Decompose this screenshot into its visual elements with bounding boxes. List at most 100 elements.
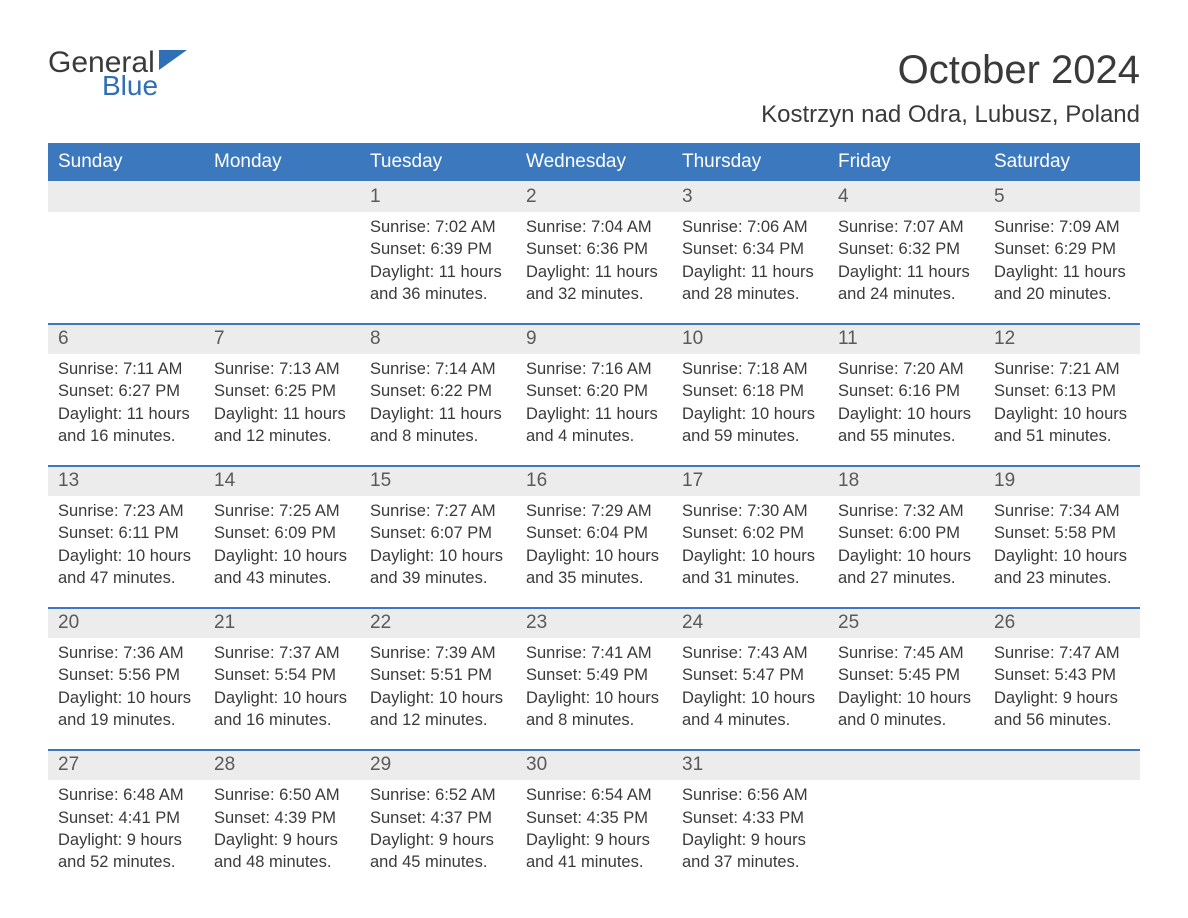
day-cell: Sunrise: 7:39 AMSunset: 5:51 PMDaylight:… xyxy=(360,638,516,749)
daylight-text-2: and 51 minutes. xyxy=(994,425,1130,447)
daylight-text-2: and 27 minutes. xyxy=(838,567,974,589)
day-number: 11 xyxy=(828,325,984,354)
sunrise-text: Sunrise: 7:47 AM xyxy=(994,642,1130,664)
day-cell: Sunrise: 7:04 AMSunset: 6:36 PMDaylight:… xyxy=(516,212,672,323)
day-cell: Sunrise: 7:21 AMSunset: 6:13 PMDaylight:… xyxy=(984,354,1140,465)
day-cell: Sunrise: 7:09 AMSunset: 6:29 PMDaylight:… xyxy=(984,212,1140,323)
day-body-row: Sunrise: 7:36 AMSunset: 5:56 PM Daylight:… xyxy=(48,638,1140,749)
daylight-text-1: Daylight: 10 hours xyxy=(838,403,974,425)
day-number: 1 xyxy=(360,183,516,212)
day-number-row: 12345 xyxy=(48,181,1140,212)
sunrise-text: Sunrise: 7:11 AM xyxy=(58,358,194,380)
sunrise-text: Sunrise: 7:20 AM xyxy=(838,358,974,380)
sunset-text: Sunset: 6:00 PM xyxy=(838,522,974,544)
sunset-text: Sunset: 6:11 PM xyxy=(58,522,194,544)
sunrise-text: Sunrise: 7:25 AM xyxy=(214,500,350,522)
day-cell: Sunrise: 6:48 AMSunset: 4:41 PMDaylight:… xyxy=(48,780,204,891)
daylight-text-1: Daylight: 10 hours xyxy=(370,687,506,709)
day-body-row: Sunrise: 7:11 AMSunset: 6:27 PMDaylight:… xyxy=(48,354,1140,465)
weekday-label: Wednesday xyxy=(516,143,672,181)
daylight-text-1: Daylight: 11 hours xyxy=(682,261,818,283)
daylight-text-1: Daylight: 9 hours xyxy=(370,829,506,851)
daylight-text-1: Daylight: 11 hours xyxy=(994,261,1130,283)
daylight-text-2: and 56 minutes. xyxy=(994,709,1130,731)
daylight-text-1: Daylight: 9 hours xyxy=(526,829,662,851)
daylight-text-2: and 43 minutes. xyxy=(214,567,350,589)
sunrise-text: Sunrise: 7:41 AM xyxy=(526,642,662,664)
daylight-text-1: Daylight: 11 hours xyxy=(838,261,974,283)
daylight-text-1: Daylight: 10 hours xyxy=(682,545,818,567)
daylight-text-2: and 32 minutes. xyxy=(526,283,662,305)
daylight-text-1: Daylight: 10 hours xyxy=(994,403,1130,425)
daylight-text-2: and 45 minutes. xyxy=(370,851,506,873)
sunrise-text: Sunrise: 7:39 AM xyxy=(370,642,506,664)
day-number: 31 xyxy=(672,751,828,780)
logo-text-2: Blue xyxy=(102,72,187,100)
sunset-text: Sunset: 6:29 PM xyxy=(994,238,1130,260)
sunrise-text: Sunrise: 7:13 AM xyxy=(214,358,350,380)
sunset-text: Sunset: 6:09 PM xyxy=(214,522,350,544)
weekday-label: Monday xyxy=(204,143,360,181)
day-cell: Sunrise: 7:18 AMSunset: 6:18 PMDaylight:… xyxy=(672,354,828,465)
sunset-text: Sunset: 6:16 PM xyxy=(838,380,974,402)
daylight-text-1: Daylight: 9 hours xyxy=(994,687,1130,709)
daylight-text-2: and 52 minutes. xyxy=(58,851,194,873)
sunrise-text: Sunrise: 7:04 AM xyxy=(526,216,662,238)
sunset-text: Sunset: 6:20 PM xyxy=(526,380,662,402)
daylight-text-1: Daylight: 10 hours xyxy=(526,545,662,567)
day-cell: Sunrise: 7:27 AMSunset: 6:07 PMDaylight:… xyxy=(360,496,516,607)
sunrise-text: Sunrise: 6:54 AM xyxy=(526,784,662,806)
day-cell xyxy=(828,780,984,891)
day-cell xyxy=(48,212,204,323)
sunset-text: Sunset: 5:56 PM xyxy=(58,664,194,686)
header: General Blue October 2024 Kostrzyn nad O… xyxy=(48,48,1140,129)
sunrise-text: Sunrise: 7:18 AM xyxy=(682,358,818,380)
title-block: October 2024 Kostrzyn nad Odra, Lubusz, … xyxy=(761,48,1140,129)
day-cell: Sunrise: 7:16 AMSunset: 6:20 PMDaylight:… xyxy=(516,354,672,465)
day-number: 24 xyxy=(672,609,828,638)
daylight-text-1: Daylight: 10 hours xyxy=(214,687,350,709)
daylight-text-1: Daylight: 9 hours xyxy=(682,829,818,851)
sunset-text: Sunset: 5:45 PM xyxy=(838,664,974,686)
day-number: 12 xyxy=(984,325,1140,354)
daylight-text-2: and 8 minutes. xyxy=(370,425,506,447)
sunrise-text: Sunrise: 7:09 AM xyxy=(994,216,1130,238)
daylight-text-1: Daylight: 11 hours xyxy=(58,403,194,425)
daylight-text-2: and 37 minutes. xyxy=(682,851,818,873)
day-number: 23 xyxy=(516,609,672,638)
day-cell: Sunrise: 6:54 AMSunset: 4:35 PMDaylight:… xyxy=(516,780,672,891)
day-number xyxy=(828,751,984,780)
sunrise-text: Sunrise: 6:48 AM xyxy=(58,784,194,806)
daylight-text-2: and 35 minutes. xyxy=(526,567,662,589)
month-title: October 2024 xyxy=(761,48,1140,93)
sunrise-text: Sunrise: 7:43 AM xyxy=(682,642,818,664)
day-cell: Sunrise: 6:56 AMSunset: 4:33 PMDaylight:… xyxy=(672,780,828,891)
day-cell: Sunrise: 7:41 AMSunset: 5:49 PMDaylight:… xyxy=(516,638,672,749)
weekday-label: Tuesday xyxy=(360,143,516,181)
day-number: 18 xyxy=(828,467,984,496)
day-number xyxy=(204,183,360,212)
daylight-text-1: Daylight: 10 hours xyxy=(682,403,818,425)
daylight-text-2: and 4 minutes. xyxy=(526,425,662,447)
daylight-text-2: and 20 minutes. xyxy=(994,283,1130,305)
day-number: 29 xyxy=(360,751,516,780)
sunrise-text: Sunrise: 7:07 AM xyxy=(838,216,974,238)
sunrise-text: Sunrise: 6:50 AM xyxy=(214,784,350,806)
sunrise-text: Sunrise: 7:02 AM xyxy=(370,216,506,238)
daylight-text-1: Daylight: 10 hours xyxy=(58,545,194,567)
day-number xyxy=(984,751,1140,780)
sunset-text: Sunset: 6:34 PM xyxy=(682,238,818,260)
daylight-text-2: and 31 minutes. xyxy=(682,567,818,589)
sunrise-text: Sunrise: 7:36 AM xyxy=(58,642,194,664)
sunrise-text: Sunrise: 7:32 AM xyxy=(838,500,974,522)
sunrise-text: Sunrise: 7:27 AM xyxy=(370,500,506,522)
day-cell: Sunrise: 7:32 AMSunset: 6:00 PMDaylight:… xyxy=(828,496,984,607)
day-cell: Sunrise: 7:37 AMSunset: 5:54 PMDaylight:… xyxy=(204,638,360,749)
daylight-text-1: Daylight: 11 hours xyxy=(526,403,662,425)
logo-flag-icon xyxy=(159,50,187,70)
daylight-text-1: Daylight: 10 hours xyxy=(214,545,350,567)
day-number: 28 xyxy=(204,751,360,780)
day-number: 20 xyxy=(48,609,204,638)
day-cell xyxy=(204,212,360,323)
sunset-text: Sunset: 6:36 PM xyxy=(526,238,662,260)
